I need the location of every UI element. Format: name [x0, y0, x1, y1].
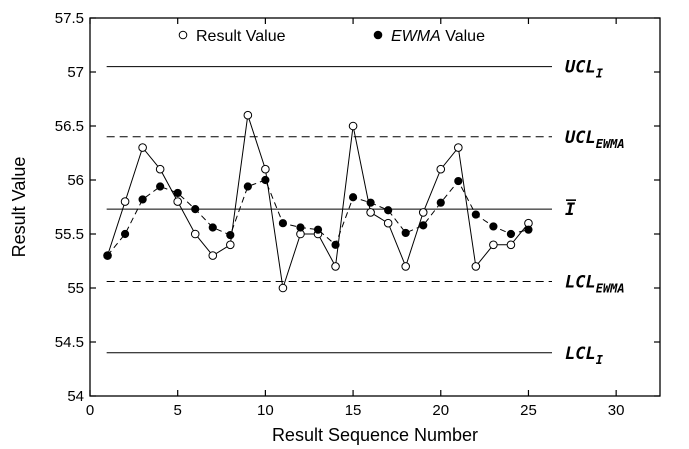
control-limit-subscript: EWMA [596, 282, 625, 296]
y-tick-label: 56.5 [55, 118, 84, 135]
result-value-point [348, 121, 358, 131]
control-limit-label: I [565, 200, 576, 220]
control-limit-name: UCL [565, 58, 596, 78]
legend-label: Result Value [196, 28, 286, 45]
ewma-value-point [226, 230, 235, 240]
result-value-point [401, 262, 410, 271]
x-tick-label: 0 [86, 402, 94, 419]
result-value-point [471, 262, 481, 271]
ewma-value-point [489, 222, 498, 231]
ewma-value-point [471, 210, 480, 219]
result-value-line [107, 115, 529, 289]
control-limit-label: LCLI [565, 344, 604, 367]
ewma-value-point [296, 223, 305, 232]
legend-marker [178, 30, 188, 40]
result-value-point [243, 110, 253, 120]
control-limit-label: UCLI [565, 58, 604, 81]
result-value-point [418, 208, 428, 217]
ewma-value-point [366, 198, 375, 207]
ewma-value-point [506, 229, 516, 239]
legend-label-rest: Value [441, 28, 485, 45]
ewma-value-point [191, 205, 200, 214]
result-value-point [383, 218, 393, 228]
control-limit-subscript: I [596, 353, 604, 367]
y-tick-label: 57.5 [55, 10, 84, 27]
result-value-point [226, 240, 235, 250]
ewma-value-point [243, 182, 252, 191]
ewma-value-point [120, 229, 130, 239]
control-limit-subscript: I [596, 67, 604, 81]
plot-frame [89, 17, 661, 397]
result-value-point [173, 197, 182, 206]
result-value-point [155, 164, 165, 174]
y-tick-label: 56 [67, 172, 84, 189]
ewma-value-point [208, 223, 217, 232]
control-limit-name: I [565, 200, 576, 220]
ewma-value-point [156, 182, 165, 191]
result-value-point [278, 283, 288, 293]
control-limit-name: UCL [565, 128, 596, 148]
x-tick-label: 15 [345, 402, 362, 419]
ewma-value-point [313, 225, 323, 234]
result-value-point [138, 143, 147, 152]
control-limit-label: UCLEWMA [565, 128, 625, 151]
ewma-value-point [103, 251, 112, 260]
x-tick-label: 20 [432, 402, 449, 419]
control-limit-name: LCL [565, 273, 596, 293]
ewma-value-point [401, 228, 410, 238]
x-tick-label: 5 [174, 402, 182, 419]
y-tick-label: 55 [67, 280, 84, 297]
control-limit-name: LCL [565, 344, 596, 364]
legend-label: EWMA Value [391, 28, 485, 45]
ewma-value-point [436, 198, 445, 207]
ewma-value-point [384, 206, 393, 215]
result-value-point [489, 240, 498, 250]
y-tick-label: 55.5 [55, 226, 84, 243]
ewma-value-line [107, 179, 529, 256]
y-tick-label: 57 [67, 64, 84, 81]
ewma-value-point [278, 219, 288, 228]
y-tick-label: 54.5 [55, 334, 84, 351]
result-value-point [190, 229, 200, 239]
ewma-value-point [138, 195, 147, 204]
result-value-point [366, 208, 375, 217]
result-value-point [436, 164, 446, 174]
ewma-value-point [173, 188, 182, 198]
legend-marker [373, 30, 383, 40]
legend-label-italic: EWMA [391, 28, 441, 45]
y-tick-label: 54 [67, 388, 84, 405]
ewma-value-point [454, 176, 463, 186]
x-axis-title: Result Sequence Number [272, 425, 478, 445]
result-value-point [208, 251, 218, 260]
x-tick-label: 25 [520, 402, 537, 419]
ewma-value-point [419, 221, 428, 230]
result-value-point [454, 143, 463, 152]
control-limit-label: LCLEWMA [565, 273, 625, 296]
x-tick-label: 10 [257, 402, 274, 419]
ewma-value-point [261, 175, 270, 185]
control-limit-subscript: EWMA [596, 137, 625, 151]
x-tick-label: 30 [608, 402, 625, 419]
ewma-value-point [348, 193, 358, 202]
ewma-value-point [524, 225, 533, 234]
result-value-point [120, 197, 130, 206]
result-value-point [506, 240, 516, 250]
y-axis-title: Result Value [9, 157, 29, 258]
result-value-point [261, 164, 270, 174]
ewma-value-point [331, 240, 340, 249]
result-value-point [331, 262, 340, 271]
